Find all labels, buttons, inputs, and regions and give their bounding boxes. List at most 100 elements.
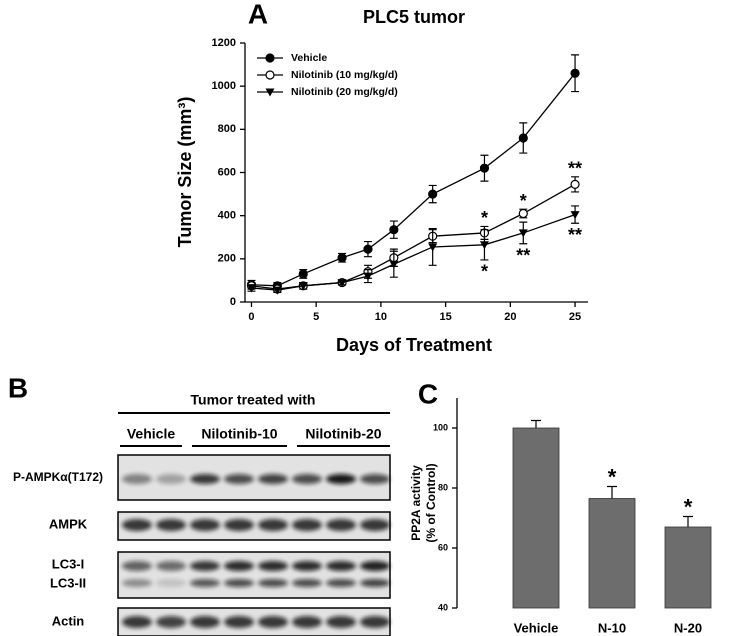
row-label: LC3-I [52, 556, 85, 571]
y-tick-label: 400 [218, 210, 236, 222]
legend-label: Nilotinib (20 mg/kg/d) [291, 86, 398, 98]
blot-band [292, 579, 322, 587]
blot-band [258, 561, 288, 571]
marker [265, 88, 275, 97]
y-axis-label: PP2A activity [409, 465, 423, 541]
blot-band [258, 474, 288, 484]
group-label: Vehicle [127, 426, 175, 442]
marker [570, 211, 580, 220]
marker [389, 225, 399, 235]
x-tick-label: 5 [313, 311, 319, 323]
panel-label: B [8, 372, 28, 403]
blot-band [258, 579, 288, 587]
blot-band [190, 579, 220, 587]
blot-band [326, 474, 356, 484]
marker [518, 229, 528, 238]
blot-band [156, 579, 186, 587]
blot-band [292, 561, 322, 571]
marker [272, 286, 282, 295]
panel-label: A [248, 0, 268, 29]
blot-band [326, 616, 356, 628]
error-bar [683, 515, 693, 527]
error-bar [607, 485, 617, 499]
marker [363, 272, 373, 281]
x-tick-label: 10 [375, 311, 387, 323]
legend-label: Nilotinib (10 mg/kg/d) [291, 69, 398, 81]
blot-band [122, 474, 152, 484]
x-tick-label: 0 [248, 311, 254, 323]
blot-band [326, 579, 356, 587]
blot-band [122, 616, 152, 628]
blot-band [224, 579, 254, 587]
blot-band [360, 616, 390, 628]
blot-band [122, 519, 152, 531]
blot-band [156, 616, 186, 628]
y-tick-label: 200 [218, 253, 236, 265]
marker [389, 260, 399, 269]
panel-label: C [418, 378, 438, 409]
y-tick-label: 100 [433, 422, 448, 432]
blot-band [360, 519, 390, 531]
y-tick-label: 800 [218, 123, 236, 135]
marker [518, 133, 528, 143]
annotation: ** [568, 159, 582, 179]
x-tick-label: 25 [569, 311, 581, 323]
error-bar [531, 419, 541, 428]
y-axis-label: (% of Control) [424, 463, 438, 542]
x-tick-label: N-10 [598, 620, 626, 635]
annotation: * [481, 208, 488, 228]
y-tick-label: 1200 [212, 37, 236, 49]
blot-band [190, 519, 220, 531]
row-label: AMPK [49, 516, 88, 531]
marker [428, 243, 438, 252]
x-tick-label: 20 [504, 311, 516, 323]
series-line [251, 213, 576, 291]
y-tick-label: 600 [218, 166, 236, 178]
row-label: LC3-II [50, 575, 86, 590]
y-tick-label: 60 [438, 542, 448, 552]
blot-band [224, 474, 254, 484]
annotation: * [520, 191, 527, 211]
annotation: * [684, 494, 693, 519]
blot-band [224, 519, 254, 531]
blot-band [258, 616, 288, 628]
y-tick-label: 40 [438, 602, 448, 612]
annotation: * [481, 262, 488, 282]
blot-band [292, 519, 322, 531]
blot-band [360, 561, 390, 571]
marker [428, 189, 438, 199]
blot-band [190, 561, 220, 571]
marker [337, 253, 347, 263]
blot-band [258, 519, 288, 531]
marker [265, 70, 275, 80]
blot-band [360, 579, 390, 587]
chart-title: PLC5 tumor [363, 7, 465, 27]
series-line [251, 72, 576, 287]
marker [265, 53, 275, 63]
blot-band [122, 579, 152, 587]
bar [588, 498, 636, 609]
bar [664, 526, 712, 609]
annotation: ** [516, 245, 530, 265]
x-tick-label: 15 [439, 311, 451, 323]
blot-band [360, 474, 390, 484]
blot-band [326, 519, 356, 531]
blot-band [292, 474, 322, 484]
x-axis-label: Days of Treatment [336, 335, 492, 355]
blot-band [156, 561, 186, 571]
row-label: Actin [52, 613, 85, 628]
blot-band [190, 474, 220, 484]
marker [337, 279, 347, 288]
marker [363, 244, 373, 254]
blot-band [156, 474, 186, 484]
row-label: P-AMPKα(T172) [13, 470, 103, 484]
x-tick-label: N-20 [674, 620, 702, 635]
blot-band [190, 616, 220, 628]
y-tick-label: 80 [438, 482, 448, 492]
blot-band [292, 616, 322, 628]
annotation: * [608, 464, 617, 489]
blot-band [224, 561, 254, 571]
marker [298, 269, 308, 279]
marker [570, 68, 580, 78]
